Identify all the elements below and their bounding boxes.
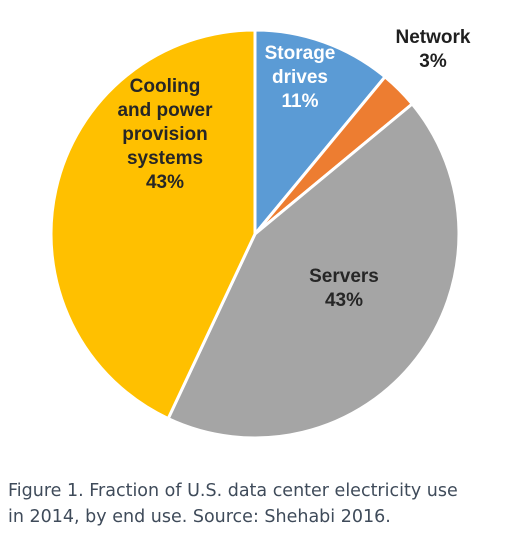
slice-percent-cooling-and-power-provision-systems: 43%: [146, 172, 184, 193]
slice-percent-network: 3%: [419, 51, 447, 72]
caption-line-1: Figure 1. Fraction of U.S. data center e…: [8, 481, 458, 501]
slice-label-cooling-and-power-provision-systems: Cooling and power provision systems 43%: [117, 76, 213, 193]
pie-chart-svg: Storage drives 11%Network 3%Servers 43%Cooli…: [49, 27, 471, 440]
pie-slice-cooling-and-power-provision-systems: [49, 28, 257, 421]
pie-chart: Storage drives 11% Network 3% Servers 43% Cooli…: [49, 27, 471, 440]
pie-slice-servers: [166, 102, 461, 440]
slice-percent-servers: 43%: [325, 290, 363, 311]
pie-labels: Storage drives 11%Network 3%Servers 43%Cooli…: [117, 27, 470, 311]
slice-name-cooling-and-power-provision-systems: systems: [127, 148, 203, 169]
slice-label-storage-drives: Storage drives 11%: [265, 43, 336, 112]
slice-name-servers: Servers: [309, 266, 379, 287]
slice-label-network: Network 3%: [396, 27, 471, 72]
figure-caption: Figure 1. Fraction of U.S. data center e…: [8, 478, 513, 530]
pie-slice-storage-drives: [253, 28, 387, 236]
slice-name-storage-drives: Storage: [265, 43, 336, 64]
slice-name-cooling-and-power-provision-systems: and power: [117, 100, 213, 121]
slice-name-cooling-and-power-provision-systems: Cooling: [130, 76, 201, 97]
slice-name-network: Network: [396, 27, 471, 48]
slice-percent-storage-drives: 11%: [282, 91, 319, 112]
slice-name-storage-drives: drives: [272, 67, 328, 88]
caption-line-2: in 2014, by end use. Source: Shehabi 201…: [8, 507, 391, 527]
slice-label-servers: Servers 43%: [309, 266, 379, 311]
pie-slices: [49, 28, 461, 440]
slice-name-cooling-and-power-provision-systems: provision: [122, 124, 208, 145]
